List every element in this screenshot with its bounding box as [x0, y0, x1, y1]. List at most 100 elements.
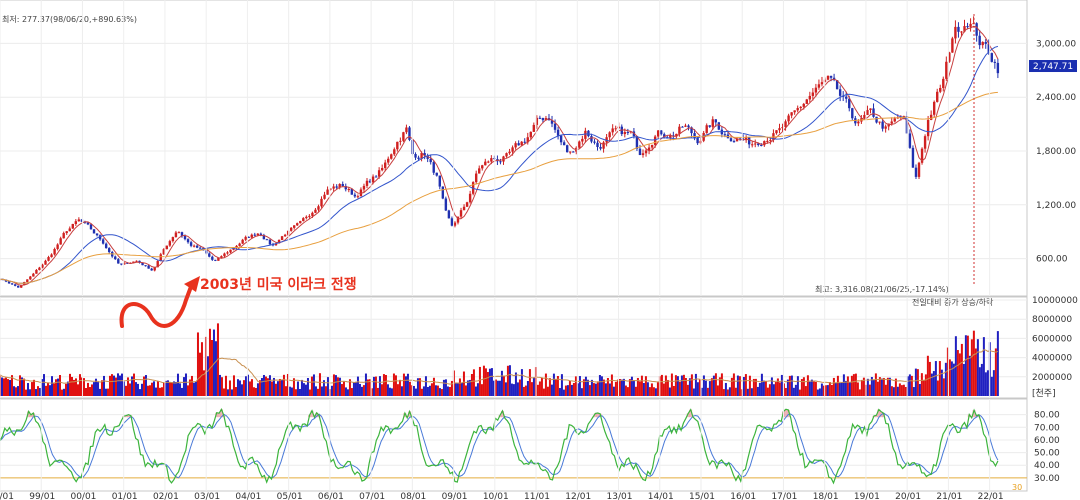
candle-body [735, 138, 739, 142]
volume-bar [116, 373, 119, 396]
volume-bar [438, 388, 441, 396]
volume-bar [742, 376, 745, 396]
candle-body [474, 173, 478, 183]
volume-bar [674, 375, 677, 396]
volume-bar [64, 383, 67, 396]
volume-bar [30, 382, 33, 396]
volume-bar [666, 379, 669, 396]
candle-body [453, 222, 457, 226]
volume-bar [914, 368, 917, 396]
volume-bar [22, 378, 25, 396]
volume-bar [802, 377, 805, 396]
candle-body [214, 259, 217, 261]
volume-bar [848, 382, 851, 396]
volume-bar [558, 388, 561, 396]
candle-body [123, 262, 126, 265]
candle-body [162, 249, 165, 255]
volume-bar [280, 379, 283, 396]
volume-bar [520, 369, 523, 396]
volume-bar [338, 377, 341, 396]
volume-bar [376, 387, 379, 396]
x-tick-label: 09/01 [442, 492, 468, 500]
volume-bar [468, 379, 471, 396]
volume-bar [842, 374, 845, 396]
candle-body [393, 149, 396, 155]
volume-bar [194, 381, 197, 396]
candle-body [253, 234, 256, 236]
volume-bar [696, 382, 699, 396]
candle-body [923, 136, 927, 149]
volume-bar [34, 389, 37, 396]
volume-bar [762, 380, 765, 396]
volume-bar [0, 377, 3, 396]
volume-bar [78, 374, 81, 396]
candle-body [957, 26, 960, 32]
candle-body [335, 186, 338, 188]
candle-body [948, 52, 951, 62]
candle-body [153, 267, 156, 271]
volume-bar [414, 388, 417, 396]
candle-body [514, 143, 517, 148]
x-tick-label: 04/01 [235, 492, 261, 500]
volume-bar [676, 376, 679, 396]
volume-bar [164, 380, 167, 396]
x-tick-label: 14/01 [648, 492, 674, 500]
candle-body [826, 75, 830, 80]
volume-bar [218, 374, 221, 396]
volume-bar [454, 383, 457, 396]
candle-body [156, 261, 159, 268]
current-value-tag: 2,747.71 [1029, 60, 1077, 73]
volume-bar [664, 375, 667, 396]
volume-bar [516, 382, 519, 396]
candle-body [978, 35, 981, 46]
volume-bar [156, 381, 159, 396]
candle-body [911, 147, 915, 168]
candle-body [293, 225, 296, 228]
volume-bar [672, 385, 675, 396]
candle-body [377, 170, 381, 177]
candle-body [590, 136, 593, 142]
volume-bar [402, 373, 405, 396]
candle-body [211, 256, 214, 260]
volume-bar [744, 374, 747, 396]
candle-body [526, 137, 529, 143]
volume-bar [908, 374, 911, 396]
volume-bar [934, 361, 937, 396]
volume-bar [898, 383, 901, 396]
volume-bar [512, 384, 515, 396]
moving-average-line [0, 45, 999, 284]
candle-body [605, 137, 608, 143]
volume-bar [746, 388, 749, 396]
candle-body [468, 193, 472, 203]
volume-bar [806, 375, 809, 396]
volume-bar [580, 388, 583, 396]
volume-bar [270, 381, 273, 396]
volume-bar [418, 378, 421, 396]
candle-body [183, 236, 187, 240]
volume-bar [918, 383, 921, 396]
volume-bar [652, 387, 655, 396]
overbought-fill [784, 409, 788, 418]
candle-body [220, 256, 223, 258]
candle-body [596, 142, 599, 147]
volume-bar [394, 375, 397, 396]
volume-bar [904, 386, 907, 396]
candle-body [508, 151, 511, 154]
volume-bar [460, 382, 463, 396]
candle-body [235, 245, 238, 248]
candle-body [608, 132, 611, 138]
candle-body [820, 82, 824, 85]
volume-bar [278, 378, 281, 396]
volume-bar [592, 383, 595, 396]
volume-bar [896, 386, 899, 396]
volume-bar [226, 389, 229, 396]
candle-body [544, 118, 548, 121]
candle-body [29, 276, 32, 280]
volume-bar [286, 373, 289, 396]
overbought-fill [972, 410, 976, 418]
candle-body [217, 257, 220, 261]
volume-bar [140, 383, 143, 396]
candle-body [638, 148, 642, 156]
candle-body [693, 133, 696, 138]
